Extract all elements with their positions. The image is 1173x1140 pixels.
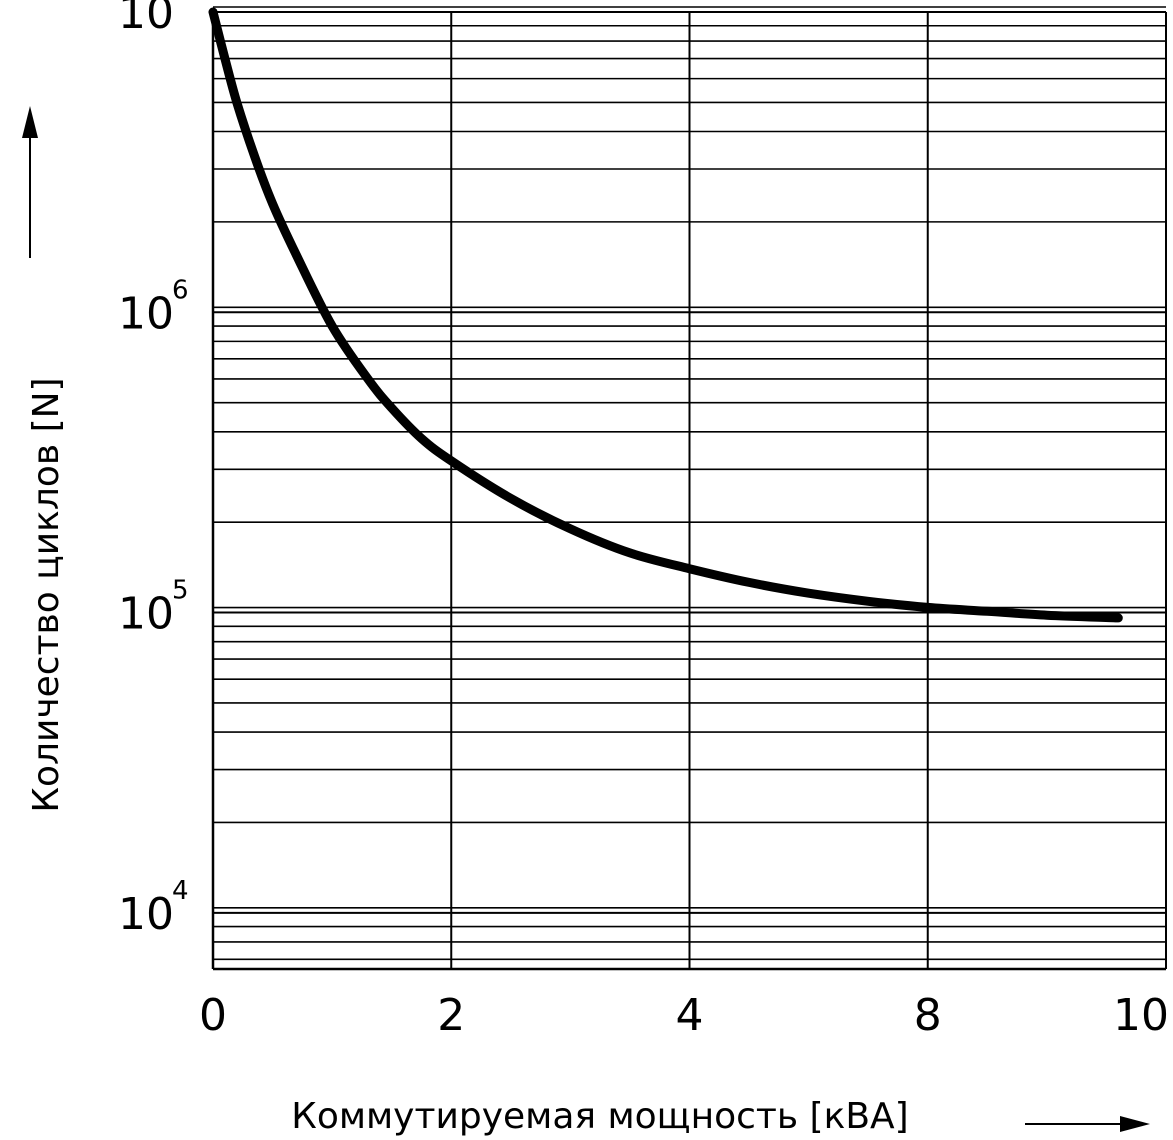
data-point (686, 565, 693, 572)
data-point (865, 598, 872, 605)
data-point (924, 604, 931, 611)
y-tick-exponent: 5 (172, 576, 189, 606)
data-point (269, 200, 276, 207)
y-tick-base: 10 (118, 288, 174, 339)
data-point (448, 457, 455, 464)
y-tick-exponent: 4 (172, 876, 189, 906)
data-point (388, 404, 395, 411)
y-tick-exponent: 7 (172, 0, 189, 5)
x-tick-label: 4 (676, 990, 704, 1041)
data-point (329, 323, 336, 330)
y-tick-exponent: 6 (172, 275, 189, 305)
y-tick-label: 104 (118, 876, 189, 940)
x-axis-label: Коммутируемая мощность [кВА] (291, 1096, 908, 1137)
y-tick-base: 10 (118, 589, 174, 640)
data-point (210, 9, 216, 15)
data-point (293, 252, 300, 259)
y-axis-label: Количество циклов [N] (26, 377, 67, 812)
series-layer (208, 7, 1123, 623)
x-axis-arrow-icon (1025, 1116, 1150, 1132)
data-point (984, 608, 991, 615)
data-point (418, 435, 425, 442)
data-point (221, 55, 228, 62)
data-point (364, 375, 371, 382)
y-tick-base: 10 (118, 889, 174, 940)
data-point (567, 525, 574, 532)
grid-major-lines (211, 11, 1167, 971)
data-point (251, 153, 258, 160)
data-point (746, 579, 753, 586)
y-tick-label: 107 (118, 0, 189, 39)
series-line (208, 7, 1123, 623)
y-axis-arrow-icon (22, 106, 38, 258)
y-tick-label: 105 (118, 576, 189, 640)
x-tick-label: 2 (437, 990, 465, 1041)
x-tick-label: 0 (199, 990, 227, 1041)
data-point (805, 590, 812, 597)
y-tick-label: 106 (118, 275, 189, 339)
data-point (233, 99, 240, 106)
data-point (1043, 612, 1050, 619)
y-tick-base: 10 (118, 0, 174, 39)
data-point (507, 495, 514, 502)
x-tick-label: 8 (914, 990, 942, 1041)
data-point (626, 549, 633, 556)
x-tick-label: 10 (1113, 990, 1169, 1041)
tick-labels: 024810104105106107 (118, 0, 1169, 1041)
data-point (1115, 614, 1122, 621)
